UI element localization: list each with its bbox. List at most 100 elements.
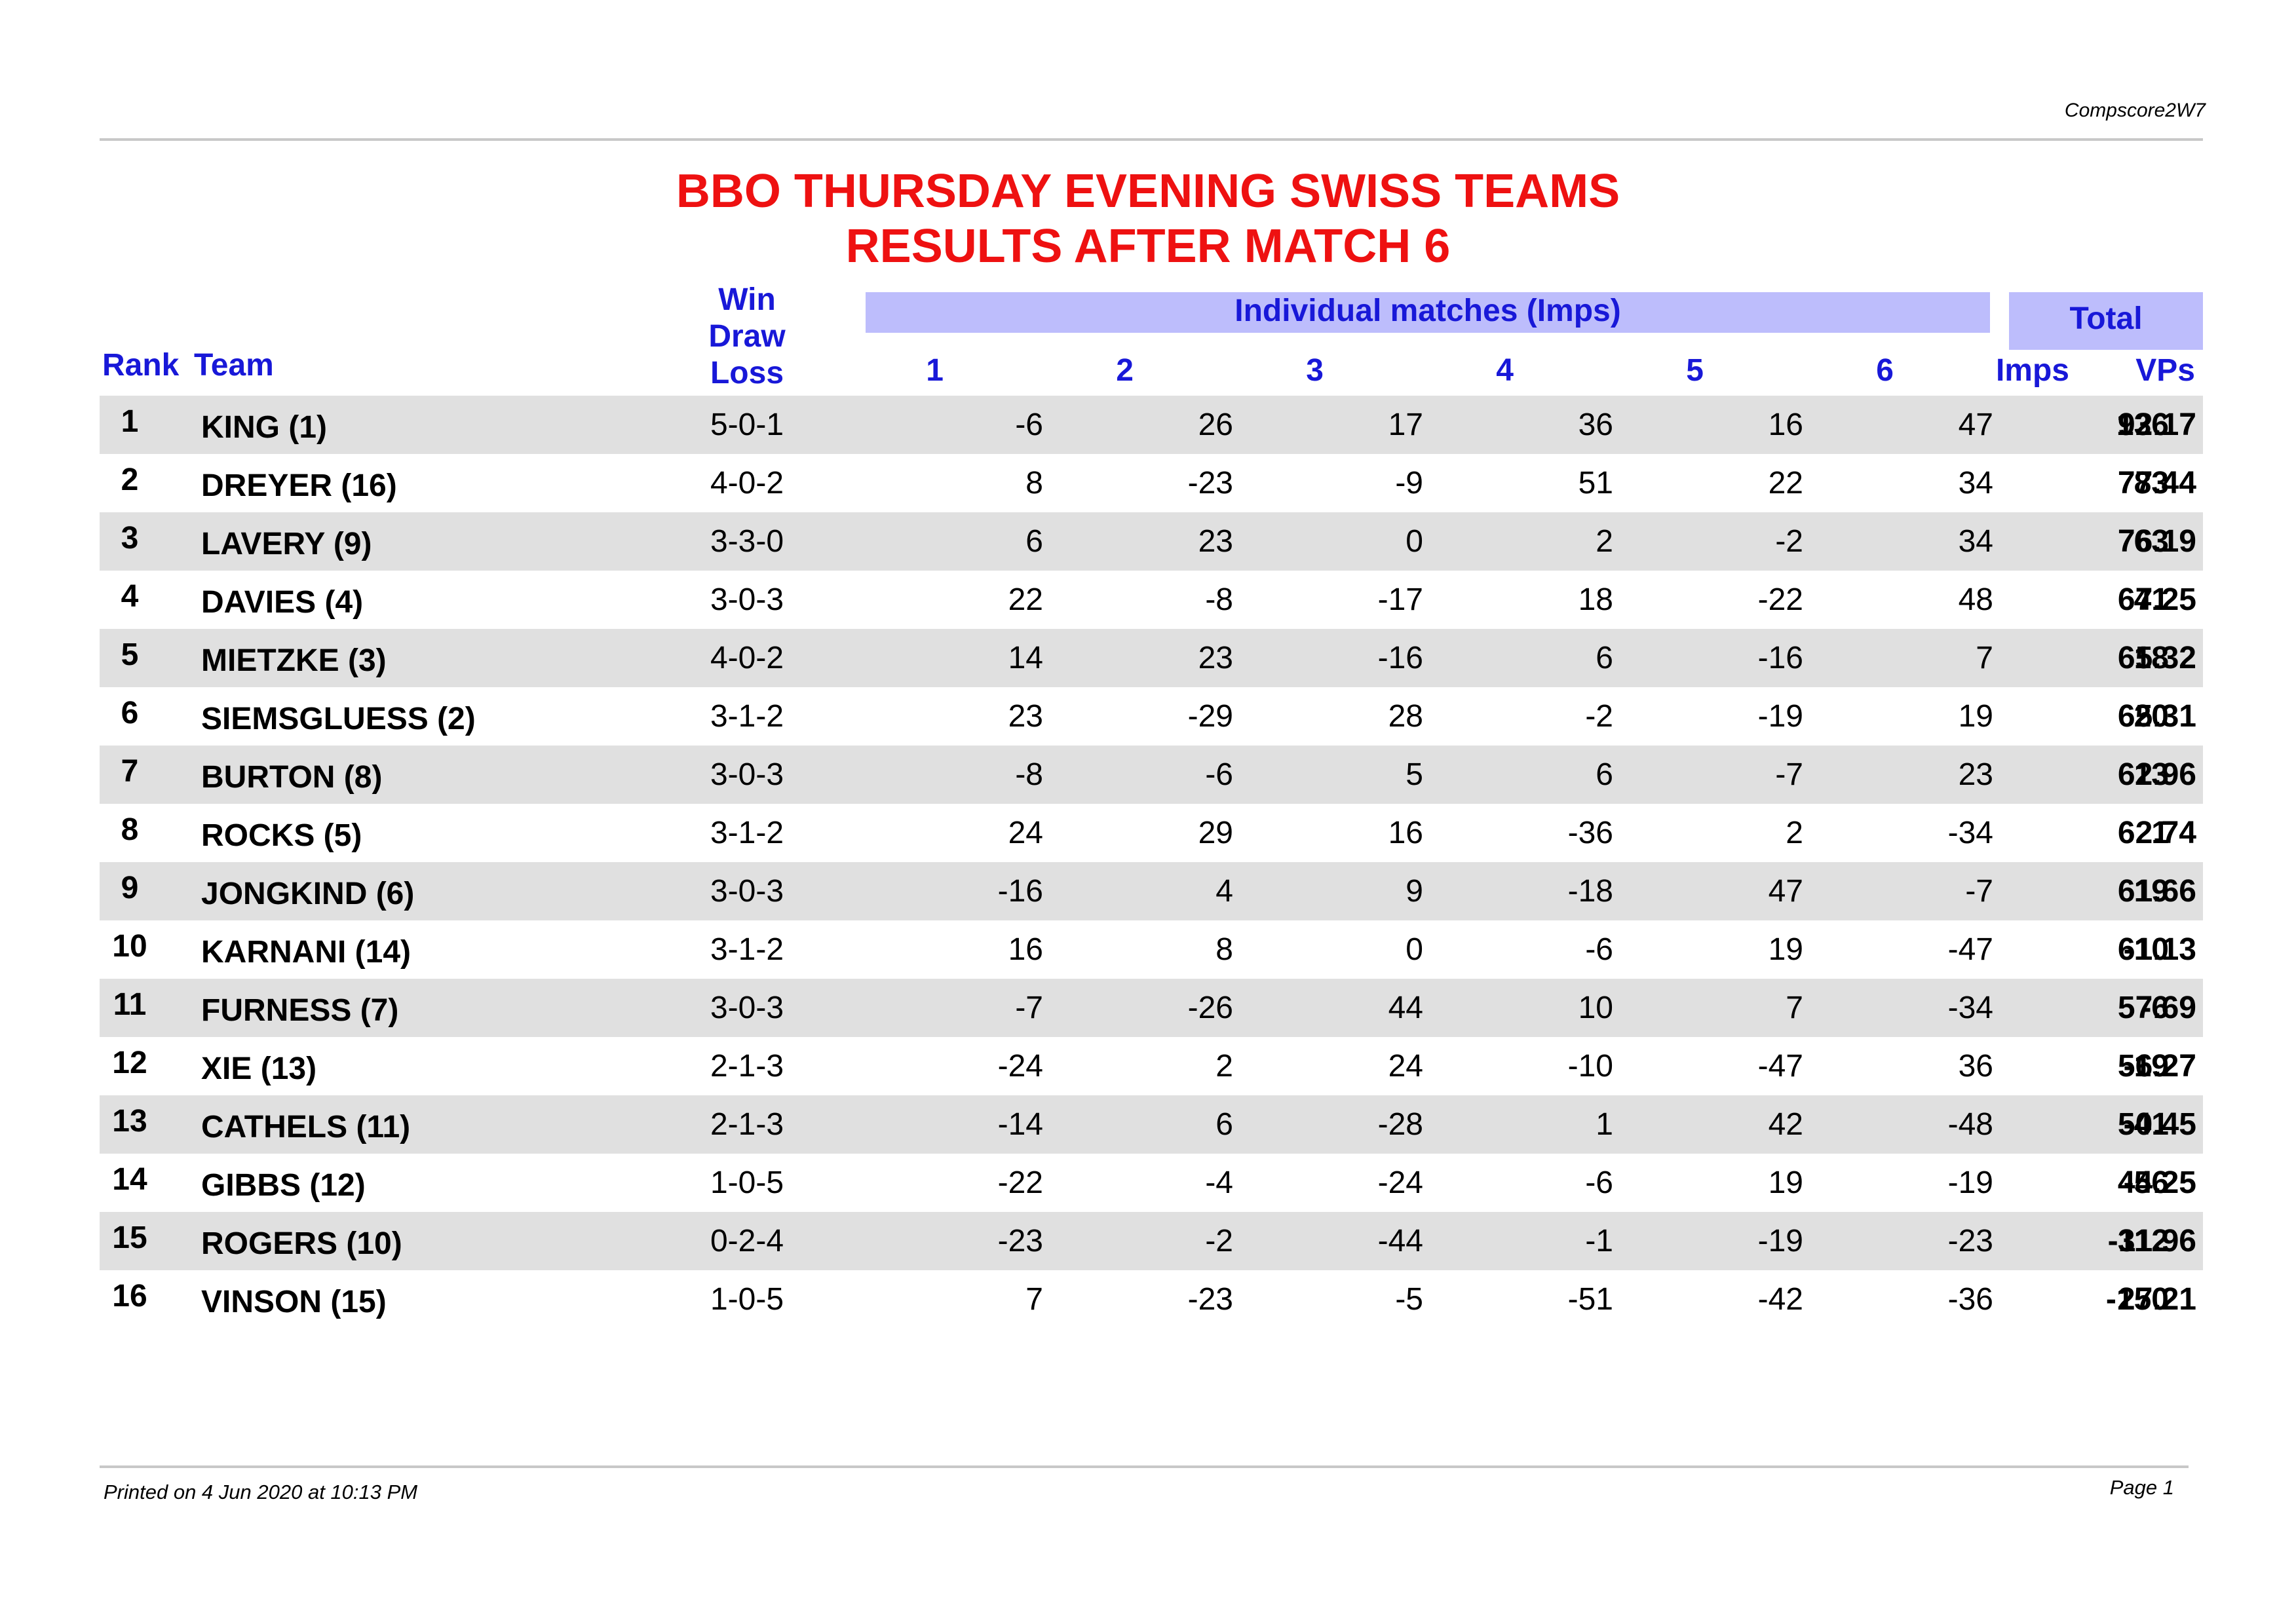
match-3-cell: 16 — [1388, 816, 1423, 850]
match-3-cell: -17 — [1377, 582, 1423, 617]
total-imps-cell: 13 — [2133, 757, 2169, 792]
match-1-cell: -7 — [1015, 991, 1043, 1025]
total-vps-cell: 61.66 — [2117, 874, 2196, 909]
match-3-cell: 0 — [1406, 932, 1423, 967]
match-5-cell: -47 — [1757, 1049, 1803, 1084]
table-row: 4 DAVIES (4) 3-0-3 22 -8 -17 18 -22 48 41 67.25 — [100, 571, 2203, 629]
rank-cell: 11 — [113, 987, 147, 1022]
total-imps-cell: -10 — [2123, 932, 2169, 967]
total-imps-cell: 18 — [2133, 641, 2169, 675]
match-4-cell: 6 — [1596, 641, 1613, 675]
match-1-cell: -14 — [997, 1107, 1043, 1142]
wdl-cell: 1-0-5 — [710, 1165, 784, 1200]
match-5-cell: -16 — [1757, 641, 1803, 675]
match-3-header: 3 — [1306, 353, 1324, 388]
match-6-cell: -47 — [1947, 932, 1993, 967]
match-6-header: 6 — [1876, 353, 1894, 388]
match-6-cell: -34 — [1947, 816, 1993, 850]
match-2-cell: -6 — [1205, 757, 1233, 792]
match-4-cell: -6 — [1585, 1165, 1613, 1200]
wdl-cell: 3-0-3 — [710, 582, 784, 617]
match-1-cell: -22 — [997, 1165, 1043, 1200]
wdl-cell: 5-0-1 — [710, 407, 784, 442]
match-2-cell: -26 — [1187, 991, 1233, 1025]
total-vps-cell: 62.74 — [2117, 816, 2196, 850]
total-vps-cell: 65.32 — [2117, 641, 2196, 675]
match-5-cell: 2 — [1786, 816, 1803, 850]
match-1-cell: 7 — [1025, 1282, 1043, 1317]
team-cell: GIBBS (12) — [201, 1168, 366, 1203]
match-6-cell: -7 — [1965, 874, 1993, 909]
table-row: 5 MIETZKE (3) 4-0-2 14 23 -16 6 -16 7 18 65.32 — [100, 629, 2203, 687]
match-2-cell: -23 — [1187, 466, 1233, 500]
table-row: 16 VINSON (15) 1-0-5 7 -23 -5 -51 -42 -36 -150 27.… — [100, 1270, 2203, 1329]
report-title: BBO THURSDAY EVENING SWISS TEAMS — [676, 165, 1620, 217]
rank-cell: 6 — [121, 696, 139, 730]
total-vps-cell: 27.21 — [2117, 1282, 2196, 1317]
match-1-cell: 23 — [1008, 699, 1043, 734]
match-5-cell: -2 — [1775, 524, 1803, 559]
match-3-cell: -5 — [1395, 1282, 1423, 1317]
match-1-cell: 14 — [1008, 641, 1043, 675]
match-6-cell: -36 — [1947, 1282, 1993, 1317]
total-header-band — [2009, 292, 2203, 350]
match-5-cell: -19 — [1757, 699, 1803, 734]
rank-cell: 1 — [121, 404, 139, 439]
match-2-cell: -8 — [1205, 582, 1233, 617]
match-5-cell: 47 — [1768, 874, 1803, 909]
table-row: 15 ROGERS (10) 0-2-4 -23 -2 -44 -1 -19 -23 -112 31… — [100, 1212, 2203, 1270]
match-4-cell: 6 — [1596, 757, 1613, 792]
match-1-cell: -24 — [997, 1049, 1043, 1084]
matches-group-header: Individual matches (Imps) — [1234, 293, 1621, 328]
total-imps-cell: -150 — [2105, 1282, 2169, 1317]
match-4-cell: -10 — [1567, 1049, 1613, 1084]
match-5-cell: -42 — [1757, 1282, 1803, 1317]
team-cell: DAVIES (4) — [201, 585, 364, 620]
match-4-cell: 1 — [1596, 1107, 1613, 1142]
imps-header: Imps — [1995, 353, 2069, 388]
match-3-cell: 5 — [1406, 757, 1423, 792]
match-3-cell: 44 — [1388, 991, 1423, 1025]
bottom-divider — [100, 1465, 2189, 1468]
match-2-cell: 23 — [1198, 524, 1233, 559]
total-imps-cell: 136 — [2116, 407, 2169, 442]
match-3-cell: -28 — [1377, 1107, 1423, 1142]
team-cell: KING (1) — [201, 410, 327, 445]
match-4-cell: 51 — [1578, 466, 1613, 500]
match-3-cell: -44 — [1377, 1224, 1423, 1258]
match-3-cell: 17 — [1388, 407, 1423, 442]
team-cell: XIE (13) — [201, 1051, 317, 1086]
match-6-cell: -48 — [1947, 1107, 1993, 1142]
total-vps-cell: 44.25 — [2117, 1165, 2196, 1200]
wdl-cell: 2-1-3 — [710, 1049, 784, 1084]
match-4-cell: -2 — [1585, 699, 1613, 734]
match-6-cell: 48 — [1958, 582, 1993, 617]
total-vps-cell: 62.96 — [2117, 757, 2196, 792]
total-imps-cell: -6 — [2141, 991, 2169, 1025]
table-row: 13 CATHELS (11) 2-1-3 -14 6 -28 1 42 -48 -41 50.45 — [100, 1095, 2203, 1154]
team-cell: VINSON (15) — [201, 1285, 387, 1319]
match-3-cell: 24 — [1388, 1049, 1423, 1084]
match-6-cell: -19 — [1947, 1165, 1993, 1200]
wdl-cell: 0-2-4 — [710, 1224, 784, 1258]
rank-cell: 14 — [112, 1162, 147, 1197]
total-vps-cell: 57.69 — [2117, 991, 2196, 1025]
total-imps-cell: 19 — [2133, 874, 2169, 909]
wdl-cell: 3-1-2 — [710, 816, 784, 850]
match-3-cell: 28 — [1388, 699, 1423, 734]
rank-cell: 4 — [121, 579, 139, 614]
table-row: 3 LAVERY (9) 3-3-0 6 23 0 2 -2 34 63 76.19 — [100, 512, 2203, 571]
match-5-cell: 22 — [1768, 466, 1803, 500]
rank-cell: 12 — [112, 1046, 147, 1080]
vps-header: VPs — [2135, 353, 2195, 388]
match-2-cell: 2 — [1215, 1049, 1233, 1084]
total-group-header: Total — [2069, 301, 2143, 336]
total-imps-cell: 41 — [2133, 582, 2169, 617]
match-1-cell: -16 — [997, 874, 1043, 909]
match-3-cell: 9 — [1406, 874, 1423, 909]
total-imps-cell: -19 — [2123, 1049, 2169, 1084]
match-5-cell: 19 — [1768, 932, 1803, 967]
win-header: Win — [718, 282, 776, 317]
match-5-cell: -22 — [1757, 582, 1803, 617]
match-1-cell: 22 — [1008, 582, 1043, 617]
